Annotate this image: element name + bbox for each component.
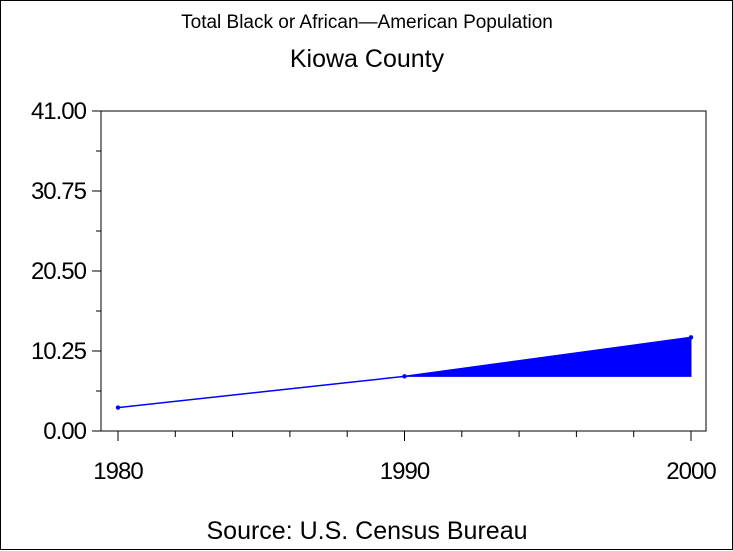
y-tick-label: 30.75 [31,178,87,205]
y-tick-label: 10.25 [31,338,87,365]
series-marks [115,335,694,410]
data-point [402,374,407,379]
chart-title: Total Black or African—American Populati… [181,12,553,33]
y-tick-label: 41.00 [31,98,87,125]
chart-subtitle: Kiowa County [290,45,445,73]
y-axis: 0.00 10.25 20.50 30.75 41.00 [31,98,101,445]
x-tick-label: 2000 [666,458,716,485]
source-note: Source: U.S. Census Bureau [207,517,528,545]
data-point [688,335,694,340]
x-axis: 1980 1990 2000 [93,431,717,485]
y-tick-label: 20.50 [31,258,87,285]
data-point [115,405,121,410]
y-tick-label: 0.00 [43,418,86,445]
plot-area-frame [100,110,707,432]
x-tick-label: 1980 [93,458,143,485]
x-tick-label: 1990 [380,458,430,485]
